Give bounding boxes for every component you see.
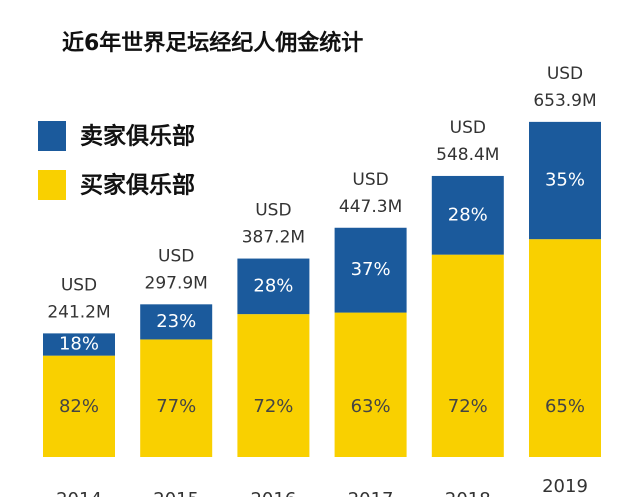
total-label: 297.9M <box>145 273 208 293</box>
bar-segment <box>237 314 310 457</box>
legend-label: 买家俱乐部 <box>80 172 195 199</box>
total-label: 241.2M <box>47 302 110 322</box>
bar-segment <box>43 333 115 356</box>
total-unit: USD <box>352 170 388 190</box>
total-unit: USD <box>61 275 97 295</box>
value-label: 23% <box>156 311 196 332</box>
value-label: 63% <box>351 396 391 417</box>
x-tick-label: 2019 <box>542 476 588 497</box>
total-label: 548.4M <box>436 145 499 165</box>
legend-label: 卖家俱乐部 <box>80 123 195 150</box>
bar-segment <box>237 258 310 315</box>
bar-segment <box>431 175 504 255</box>
value-label: 72% <box>448 396 488 417</box>
value-label: 65% <box>545 396 585 417</box>
bar-segment <box>529 239 601 457</box>
x-tick-label: 2016 <box>250 489 296 497</box>
bar-segment <box>140 339 213 457</box>
value-label: 18% <box>59 334 99 355</box>
x-tick-label: 2018 <box>445 489 491 497</box>
bar-segment <box>140 304 213 340</box>
legend-swatch <box>38 121 66 151</box>
total-label: 447.3M <box>339 197 402 217</box>
bar-segment <box>334 312 407 457</box>
x-tick-label: 2015 <box>153 489 199 497</box>
chart-title: 近6年世界足坛经纪人佣金统计 <box>62 30 363 56</box>
total-unit: USD <box>450 118 486 138</box>
value-label: 77% <box>156 396 196 417</box>
value-label: 72% <box>253 396 293 417</box>
total-label: 387.2M <box>242 228 305 248</box>
value-label: 28% <box>253 275 293 296</box>
total-unit: USD <box>158 246 194 266</box>
total-unit: USD <box>547 64 583 84</box>
legend-swatch <box>38 170 66 200</box>
bar-segment <box>431 254 504 457</box>
total-label: 653.9M <box>533 91 596 111</box>
bar-segment <box>529 121 601 240</box>
value-label: 37% <box>351 259 391 280</box>
total-unit: USD <box>255 201 291 221</box>
bar-segment <box>43 355 115 457</box>
value-label: 28% <box>448 204 488 225</box>
bar-segment <box>334 227 407 313</box>
value-label: 82% <box>59 396 99 417</box>
value-label: 35% <box>545 170 585 191</box>
x-tick-label: 2017 <box>348 489 394 497</box>
x-tick-label: 2014 <box>56 489 102 497</box>
